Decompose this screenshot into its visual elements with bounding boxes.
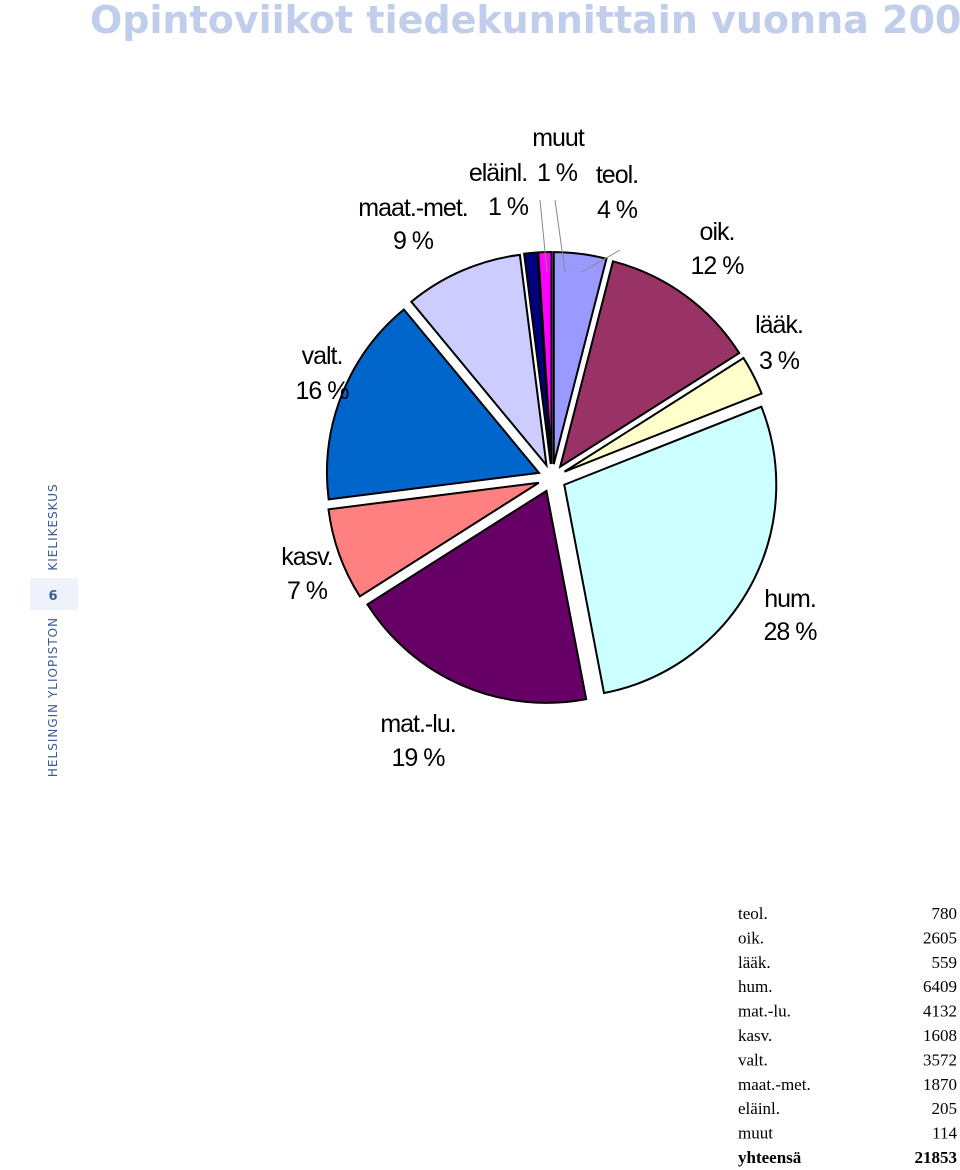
table-cell-value: 4132: [923, 1002, 957, 1021]
table-cell-name: oik.: [738, 928, 764, 947]
table-cell-name: hum.: [738, 977, 772, 996]
table-cell-name: yhteensä: [738, 1148, 802, 1167]
slice-label: valt.: [302, 342, 343, 370]
slice-label: hum.: [764, 585, 816, 613]
slice-value-label: 9 %: [393, 227, 434, 255]
pie-slice: [563, 356, 763, 473]
pie-slice: [327, 481, 540, 598]
pie-slice: [326, 308, 541, 501]
slice-label: oik.: [700, 218, 735, 246]
table-cell-name: teol.: [738, 904, 768, 923]
page-number-box: [30, 578, 78, 610]
slice-label: teol.: [596, 161, 638, 189]
publisher-name: HELSINGIN YLIOPISTON: [46, 617, 60, 777]
data-table: teol. 780 oik. 2605 lääk. 559 hum. 6409 mat.-lu.…: [738, 904, 957, 1167]
slice-value-label: 28 %: [764, 618, 818, 646]
pie-slice: [563, 405, 778, 695]
pie-slice: [409, 253, 548, 469]
table-cell-value: 1608: [923, 1026, 957, 1045]
slice-label: lääk.: [755, 311, 803, 339]
table-cell-value: 6409: [923, 977, 957, 996]
table-cell-value: 205: [932, 1099, 958, 1118]
table-cell-value: 2605: [923, 928, 957, 947]
table-cell-name: eläinl.: [738, 1099, 780, 1118]
leader-line: [539, 199, 548, 273]
table-cell-name: lääk.: [738, 953, 771, 972]
page-number: 6: [48, 589, 57, 604]
slice-value-label: 3 %: [759, 347, 800, 375]
slice-label: eläinl.: [469, 159, 527, 187]
table-cell-value: 3572: [923, 1050, 957, 1069]
leader-line: [581, 249, 621, 273]
table-cell-name: valt.: [738, 1050, 768, 1069]
slice-value-label: 12 %: [691, 252, 745, 280]
table-cell-value: 21853: [915, 1148, 958, 1167]
unit-name: KIELIKESKUS: [46, 483, 60, 570]
pie-chart: teol. 4 % oik. 12 % lääk. 3 % hum. 28 % mat.-lu.…: [281, 124, 818, 772]
slice-label: muut: [532, 124, 585, 152]
table-cell-value: 780: [932, 904, 958, 923]
table-cell-name: maat.-met.: [738, 1075, 811, 1094]
table-cell-name: muut: [738, 1124, 773, 1143]
slice-label: kasv.: [281, 543, 333, 571]
table-cell-name: kasv.: [738, 1026, 772, 1045]
table-cell-value: 114: [932, 1124, 957, 1143]
slice-value-label: 1 %: [537, 159, 578, 187]
pie-slice: [552, 251, 608, 465]
slice-value-label: 7 %: [287, 577, 328, 605]
slice-label: mat.-lu.: [380, 710, 455, 738]
leader-line: [554, 199, 566, 273]
slice-value-label: 19 %: [392, 744, 446, 772]
page-title: Opintoviikot tiedekunnittain vuonna 2001: [90, 0, 960, 42]
pie-slice: [366, 489, 588, 704]
slice-value-label: 1 %: [488, 193, 529, 221]
table-cell-value: 559: [932, 953, 958, 972]
pie-slice: [558, 260, 741, 469]
table-cell-name: mat.-lu.: [738, 1002, 791, 1021]
slice-value-label: 16 %: [296, 377, 350, 405]
table-cell-value: 1870: [923, 1075, 957, 1094]
slice-value-label: 4 %: [597, 196, 638, 224]
slice-label: maat.-met.: [358, 194, 467, 222]
